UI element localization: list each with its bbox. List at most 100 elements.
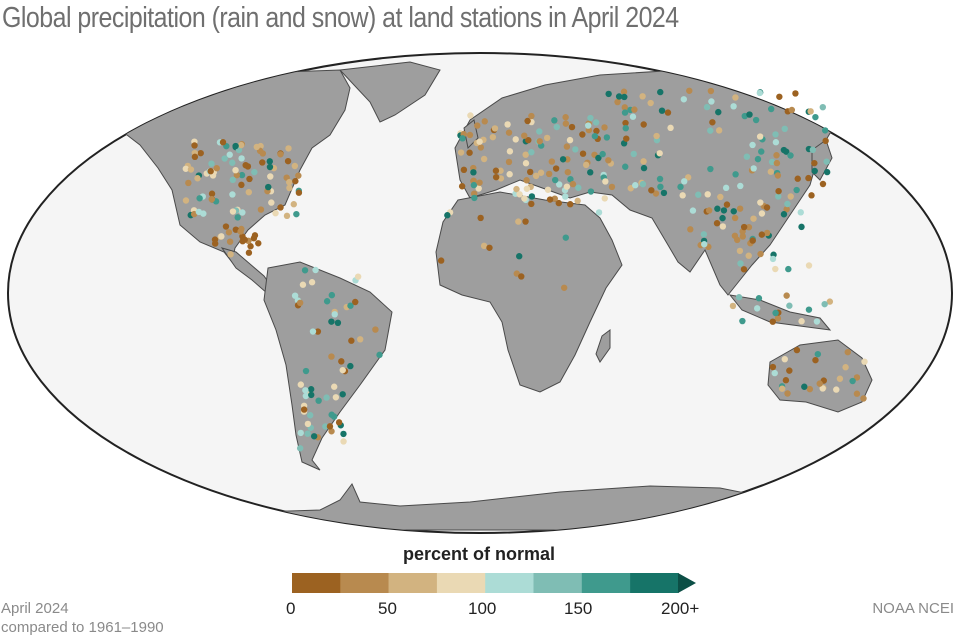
station-dot	[579, 131, 586, 138]
station-dot	[226, 151, 233, 158]
map-title: Global precipitation (rain and snow) at …	[2, 2, 679, 34]
station-dot	[816, 380, 823, 387]
station-dot	[221, 155, 228, 162]
station-dot	[774, 315, 782, 322]
station-dot	[466, 131, 474, 139]
station-dot	[798, 223, 805, 231]
station-dot	[528, 112, 535, 120]
station-dot	[772, 265, 779, 273]
station-dot	[785, 265, 792, 273]
station-dot	[784, 200, 791, 208]
station-dot	[763, 204, 771, 211]
station-dot	[664, 109, 672, 116]
station-dot	[297, 381, 305, 388]
station-dot	[714, 205, 721, 212]
station-dot	[621, 109, 629, 116]
station-dot	[614, 98, 621, 106]
station-dot	[757, 199, 764, 206]
station-dot	[782, 377, 790, 384]
station-dot	[807, 108, 814, 115]
station-dot	[460, 166, 468, 174]
station-dot	[352, 298, 359, 306]
station-dot	[793, 186, 800, 194]
station-dot	[595, 209, 603, 216]
station-dot	[323, 394, 330, 401]
station-dot	[347, 362, 354, 370]
station-dot	[340, 430, 347, 438]
station-dot	[772, 309, 779, 317]
station-dot	[740, 223, 748, 231]
station-dot	[227, 251, 234, 258]
station-dot	[213, 165, 220, 172]
station-dot	[756, 89, 764, 97]
station-dot	[752, 116, 760, 124]
station-dot	[640, 121, 647, 128]
station-dot	[775, 187, 782, 195]
legend-title: percent of normal	[403, 544, 556, 564]
station-dot	[296, 445, 304, 452]
station-dot	[715, 108, 722, 116]
station-dot	[745, 223, 753, 231]
station-dot	[615, 93, 623, 100]
legend-overflow-arrow	[678, 573, 696, 593]
station-dot	[304, 420, 312, 428]
station-dot	[466, 149, 473, 156]
land-australia	[767, 339, 873, 413]
station-dot	[812, 356, 819, 364]
station-dot	[229, 176, 237, 184]
station-dot	[737, 260, 744, 267]
station-dot	[229, 159, 236, 166]
station-dot	[794, 175, 801, 182]
station-dot	[591, 132, 599, 140]
station-dot	[266, 163, 274, 171]
station-dot	[444, 212, 451, 219]
station-dot	[302, 392, 310, 400]
station-dot	[347, 302, 354, 309]
station-dot	[340, 438, 347, 445]
station-dot	[516, 253, 523, 260]
station-dot	[238, 171, 246, 179]
legend-bin	[581, 573, 631, 593]
station-dot	[593, 127, 600, 135]
station-dot	[328, 353, 335, 360]
station-dot	[247, 243, 254, 250]
station-dot	[309, 328, 317, 335]
station-dot	[811, 159, 818, 167]
legend-bin	[436, 573, 486, 593]
station-dot	[756, 133, 764, 140]
station-dot	[528, 149, 535, 156]
station-dot	[376, 351, 383, 359]
station-dot	[253, 143, 260, 151]
station-dot	[811, 167, 818, 175]
station-dot	[730, 208, 737, 215]
station-dot	[505, 158, 513, 166]
station-dot	[601, 124, 608, 131]
station-dot	[513, 185, 520, 193]
station-dot	[229, 208, 237, 215]
station-dot	[226, 238, 234, 245]
station-dot	[622, 125, 629, 132]
station-dot	[525, 136, 532, 144]
station-dot	[627, 185, 634, 192]
station-dot	[182, 197, 190, 204]
station-dot	[740, 266, 748, 273]
station-dot	[632, 182, 639, 189]
station-dot	[285, 145, 292, 152]
station-dot	[302, 367, 310, 375]
station-dot	[639, 180, 647, 188]
station-dot	[622, 163, 629, 170]
station-dot	[339, 391, 346, 398]
station-dot	[259, 159, 266, 166]
legend-color-bar	[292, 573, 696, 593]
station-dot	[860, 395, 867, 402]
station-dot	[587, 169, 594, 176]
station-dot	[776, 93, 783, 100]
station-dot	[861, 358, 868, 365]
station-dot	[771, 369, 778, 377]
station-dot	[332, 394, 340, 401]
station-dot	[792, 90, 799, 97]
station-dot	[322, 423, 329, 430]
station-dot	[729, 302, 737, 310]
station-dot	[623, 135, 630, 142]
station-dot	[208, 160, 215, 167]
